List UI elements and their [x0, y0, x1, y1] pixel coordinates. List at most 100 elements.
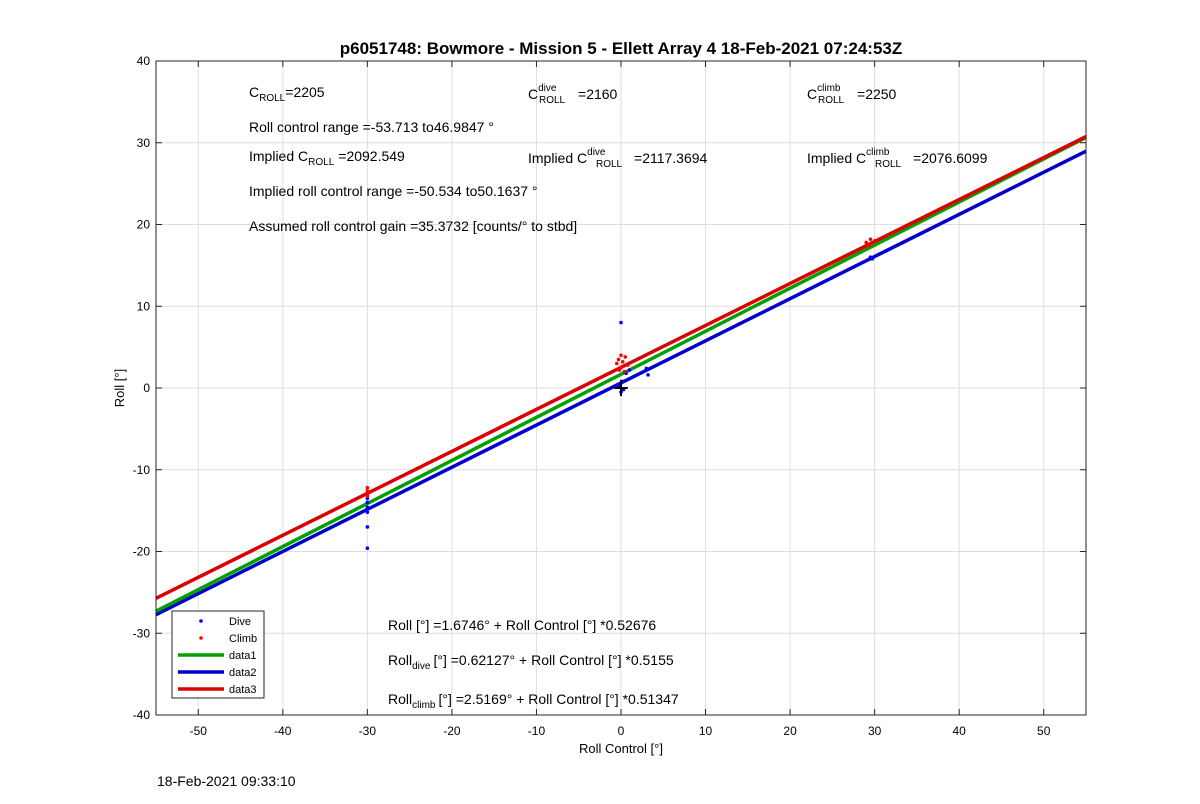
x-tick-label: -40	[274, 724, 292, 738]
point-climb	[622, 369, 627, 374]
x-tick-label: -30	[359, 724, 377, 738]
equals-sign: =	[338, 148, 346, 164]
dive-subscript: dive	[412, 661, 431, 672]
equation-all: Roll [°] =1.6746° + Roll Control [°] *0.…	[388, 617, 656, 633]
legend-marker-climb	[199, 636, 203, 640]
y-tick-label: -40	[133, 708, 151, 722]
point-climb	[365, 494, 370, 498]
ticks: -50 -40 -30 -20 -10 0 10 20 30 40 50 -40 -30 -20 -10 0 1…	[133, 54, 1086, 738]
y-tick-label: -20	[133, 545, 151, 559]
equation-climb-text: [°] =2.5169° + Roll Control [°] *0.51347	[438, 691, 678, 707]
point-climb	[365, 489, 370, 493]
point-dive	[365, 500, 370, 505]
c-roll-value: 2205	[293, 84, 324, 100]
point-dive	[365, 505, 370, 510]
legend-items: Dive Climb data1 data2 data3	[178, 616, 257, 696]
c-letter: C	[528, 86, 538, 102]
roll-subscript: ROLL	[818, 95, 845, 106]
x-tick-label: 40	[953, 724, 967, 738]
legend-label: data1	[229, 650, 257, 662]
legend-label: data2	[229, 667, 257, 679]
x-tick-label: 50	[1037, 724, 1051, 738]
x-tick-label: 0	[618, 724, 625, 738]
roll-subscript: ROLL	[596, 159, 623, 170]
roll-subscript: ROLL	[259, 93, 286, 104]
c-roll-climb-annotation: Cclimb ROLL =2250	[807, 83, 897, 106]
dive-superscript: dive	[587, 147, 606, 158]
y-tick-label: 40	[137, 54, 151, 68]
point-dive	[615, 382, 620, 387]
c-letter: C	[249, 84, 259, 100]
y-tick-label: -30	[133, 626, 151, 640]
point-climb	[620, 360, 625, 364]
point-climb	[625, 363, 630, 367]
annotations: CROLL=2205 Cdive ROLL =2160 Cclimb ROLL =225…	[249, 83, 988, 711]
point-climb	[623, 355, 628, 359]
y-axis-label: Roll [°]	[112, 369, 127, 407]
implied-c-roll-annotation: Implied CROLL =2092.549	[249, 148, 405, 168]
point-climb	[864, 240, 868, 245]
roll-subscript: ROLL	[875, 159, 902, 170]
series-layer	[155, 134, 1087, 617]
legend-marker-dive	[199, 619, 203, 623]
c-roll-dive-value: 2160	[586, 86, 617, 102]
equals-sign: =	[857, 86, 865, 102]
point-dive	[365, 510, 370, 515]
x-tick-label: 30	[868, 724, 882, 738]
x-tick-label: 10	[699, 724, 713, 738]
climb-subscript: climb	[412, 700, 436, 711]
equation-dive-text: [°] =0.62127° + Roll Control [°] *0.5155	[433, 652, 673, 668]
point-climb	[866, 243, 871, 248]
point-climb	[617, 368, 622, 372]
legend-label: Climb	[229, 633, 257, 645]
implied-prefix: Implied C	[528, 150, 587, 166]
x-tick-label: -20	[443, 724, 461, 738]
point-climb	[868, 237, 873, 242]
climb-superscript: climb	[866, 147, 890, 158]
point-dive	[627, 368, 632, 372]
legend-label: Dive	[229, 616, 251, 628]
c-roll-annotation: CROLL=2205	[249, 84, 325, 104]
point-climb	[619, 353, 623, 358]
roll-subscript: ROLL	[308, 157, 335, 168]
equation-dive: Rolldive [°] =0.62127° + Roll Control [°]…	[388, 652, 674, 672]
assumed-gain: Assumed roll control gain =35.3732 [coun…	[249, 218, 577, 234]
roll-word: Roll	[388, 652, 412, 668]
equals-sign: =	[913, 150, 921, 166]
point-climb	[614, 361, 619, 366]
climb-superscript: climb	[817, 83, 841, 94]
roll-control-range: Roll control range =-53.713 to46.9847 °	[249, 119, 494, 135]
point-dive	[365, 546, 370, 551]
footer-timestamp: 18-Feb-2021 09:33:10	[157, 773, 296, 789]
origin-marker	[614, 379, 628, 397]
y-tick-label: 30	[137, 136, 151, 150]
series-line-data1	[155, 135, 1087, 613]
point-dive	[644, 366, 649, 371]
point-dive	[365, 525, 370, 529]
equation-climb: Rollclimb [°] =2.5169° + Roll Control [°]…	[388, 691, 679, 711]
implied-c-roll-value: 2092.549	[346, 148, 405, 164]
roll-subscript: ROLL	[539, 95, 566, 106]
y-tick-label: 20	[137, 218, 151, 232]
x-axis-label: Roll Control [°]	[579, 741, 663, 756]
implied-c-roll-dive-value: 2117.3694	[642, 150, 707, 166]
roll-word: Roll	[388, 691, 412, 707]
c-roll-climb-value: 2250	[865, 86, 896, 102]
implied-c-roll-climb-annotation: Implied Cclimb ROLL =2076.6099	[807, 147, 988, 170]
equals-sign: =	[578, 86, 586, 102]
x-tick-label: -10	[528, 724, 546, 738]
y-tick-label: 10	[137, 299, 151, 313]
legend: Dive Climb data1 data2 data3	[171, 610, 265, 699]
implied-prefix: Implied C	[249, 148, 308, 164]
c-roll-dive-annotation: Cdive ROLL =2160	[528, 83, 618, 106]
point-climb	[616, 357, 621, 362]
legend-label: data3	[229, 684, 257, 696]
y-tick-label: 0	[143, 381, 150, 395]
x-tick-label: 20	[783, 724, 797, 738]
chart-title: p6051748: Bowmore - Mission 5 - Ellett A…	[340, 39, 903, 58]
point-climb	[365, 485, 370, 490]
y-tick-label: -10	[133, 463, 151, 477]
point-climb	[872, 239, 877, 243]
point-dive	[619, 320, 623, 325]
